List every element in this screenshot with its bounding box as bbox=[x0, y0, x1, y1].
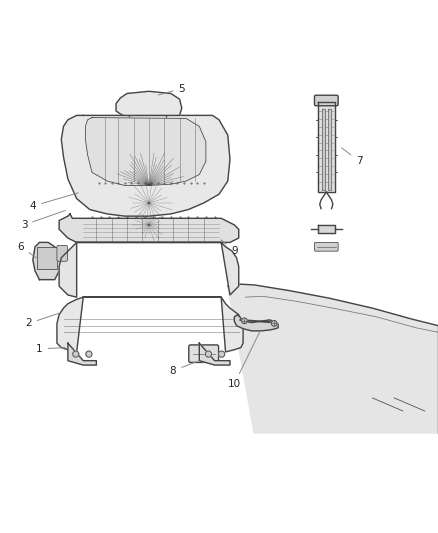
Polygon shape bbox=[322, 109, 325, 190]
Circle shape bbox=[242, 318, 247, 324]
FancyBboxPatch shape bbox=[314, 243, 338, 251]
Polygon shape bbox=[57, 297, 243, 352]
Text: 2: 2 bbox=[25, 313, 59, 328]
Text: 1: 1 bbox=[36, 344, 65, 354]
Circle shape bbox=[219, 351, 225, 357]
Text: 8: 8 bbox=[170, 362, 197, 376]
Polygon shape bbox=[68, 343, 96, 365]
Polygon shape bbox=[318, 225, 335, 233]
Polygon shape bbox=[59, 214, 239, 243]
Polygon shape bbox=[328, 109, 331, 190]
Polygon shape bbox=[59, 243, 239, 297]
Circle shape bbox=[86, 351, 92, 357]
Text: 3: 3 bbox=[21, 211, 65, 230]
Circle shape bbox=[271, 320, 277, 326]
Polygon shape bbox=[61, 115, 230, 216]
Text: 5: 5 bbox=[158, 84, 185, 95]
Polygon shape bbox=[234, 314, 278, 331]
Circle shape bbox=[205, 351, 212, 357]
Text: 9: 9 bbox=[221, 240, 238, 256]
Text: 6: 6 bbox=[17, 242, 37, 259]
FancyBboxPatch shape bbox=[314, 95, 338, 106]
Bar bbox=[37, 247, 57, 269]
Text: 7: 7 bbox=[342, 148, 363, 166]
FancyBboxPatch shape bbox=[57, 246, 67, 261]
Polygon shape bbox=[199, 343, 230, 365]
Text: 4: 4 bbox=[29, 193, 78, 211]
Polygon shape bbox=[85, 118, 206, 185]
Circle shape bbox=[73, 351, 79, 357]
Polygon shape bbox=[116, 91, 182, 115]
Polygon shape bbox=[318, 102, 335, 192]
Polygon shape bbox=[228, 284, 438, 433]
Text: 10: 10 bbox=[228, 333, 259, 389]
FancyBboxPatch shape bbox=[189, 345, 219, 362]
Polygon shape bbox=[33, 243, 61, 280]
